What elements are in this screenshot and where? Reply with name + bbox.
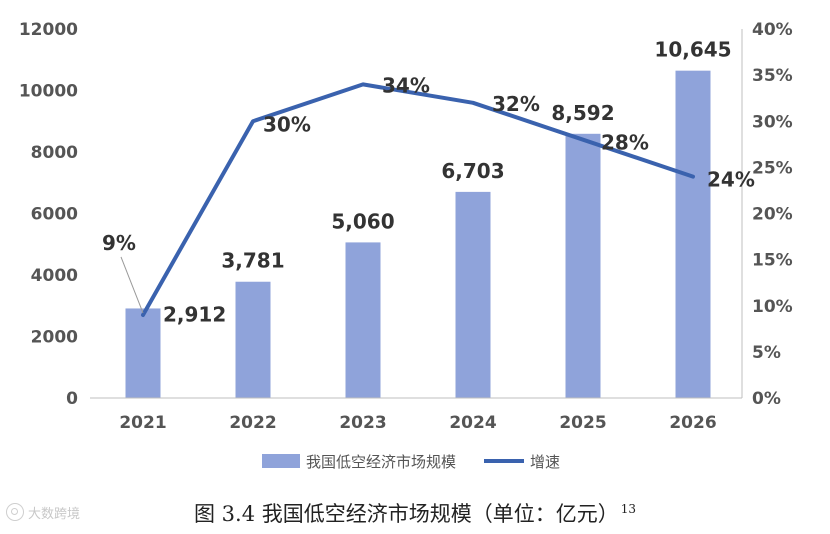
left-axis: 0 2000 4000 6000 8000 10000 12000: [19, 20, 78, 409]
right-tick-label: 30%: [752, 112, 793, 132]
right-tick-label: 20%: [752, 205, 793, 225]
chart-canvas: 0 2000 4000 6000 8000 10000 12000 0% 5% 10% 15% 20…: [19, 20, 793, 471]
bar-data-labels: 2,912 3,781 5,060 6,703 8,592 10,645: [163, 38, 732, 327]
caption-text: 图 3.4 我国低空经济市场规模（单位：亿元）: [193, 502, 619, 526]
bar-data-label: 6,703: [441, 159, 504, 183]
x-tick-label: 2021: [119, 413, 166, 433]
right-tick-label: 35%: [752, 66, 793, 86]
line-data-label: 34%: [382, 73, 430, 97]
leader-line: [120, 256, 144, 314]
bar: [675, 70, 711, 398]
right-tick-label: 15%: [752, 251, 793, 271]
x-tick-label: 2024: [449, 413, 496, 433]
bar-data-label: 2,912: [163, 302, 226, 326]
left-tick-label: 4000: [31, 266, 78, 286]
right-tick-label: 5%: [752, 343, 781, 363]
watermark-text: 大数跨境: [28, 506, 81, 522]
line-point: [691, 175, 695, 179]
bar-data-label: 3,781: [221, 249, 284, 273]
left-tick-label: 6000: [31, 205, 78, 225]
right-axis: 0% 5% 10% 15% 20% 25% 30% 35% 40%: [741, 20, 793, 409]
x-tick-label: 2022: [229, 413, 276, 433]
line-point: [251, 119, 255, 123]
bar: [345, 242, 381, 398]
line-point: [581, 138, 585, 142]
line-data-labels: 9% 30% 34% 32% 28% 24%: [102, 73, 755, 314]
right-tick-label: 40%: [752, 20, 793, 40]
bar: [565, 133, 601, 398]
watermark: 大数跨境: [6, 500, 80, 524]
line-point: [141, 313, 145, 317]
line-data-label: 30%: [263, 112, 311, 136]
line-data-label: 28%: [601, 131, 649, 155]
bar: [235, 281, 271, 398]
line-data-label: 9%: [102, 231, 136, 255]
x-tick-label: 2023: [339, 413, 386, 433]
left-tick-label: 0: [66, 389, 78, 409]
left-tick-label: 12000: [19, 20, 78, 40]
bar-data-label: 10,645: [654, 38, 731, 62]
bar: [455, 191, 491, 398]
x-tick-labels: 2021 2022 2023 2024 2025 2026: [119, 413, 716, 433]
right-tick-label: 25%: [752, 158, 793, 178]
line-data-label: 32%: [492, 92, 540, 116]
x-tick-label: 2025: [559, 413, 606, 433]
x-tick-label: 2026: [669, 413, 716, 433]
watermark-logo-icon: [6, 503, 24, 521]
growth-line: [141, 82, 695, 317]
left-tick-label: 8000: [31, 143, 78, 163]
line-point: [361, 82, 365, 86]
left-tick-label: 10000: [19, 82, 78, 102]
line-data-label: 24%: [707, 168, 755, 192]
legend-bar-swatch: [262, 454, 300, 468]
caption-footnote: 13: [620, 502, 637, 516]
left-tick-label: 2000: [31, 328, 78, 348]
legend-line-label: 增速: [530, 453, 560, 471]
bar: [125, 308, 161, 398]
line-series: [141, 82, 695, 317]
bar-series: [125, 70, 711, 398]
bar-data-label: 8,592: [551, 101, 614, 125]
legend: 我国低空经济市场规模 增速: [262, 453, 560, 471]
bar-data-label: 5,060: [331, 209, 394, 233]
figure-caption: 图 3.4 我国低空经济市场规模（单位：亿元） 13: [0, 489, 830, 529]
line-point: [471, 101, 475, 105]
right-tick-label: 10%: [752, 297, 793, 317]
right-tick-label: 0%: [752, 389, 781, 409]
legend-bar-label: 我国低空经济市场规模: [306, 453, 456, 471]
